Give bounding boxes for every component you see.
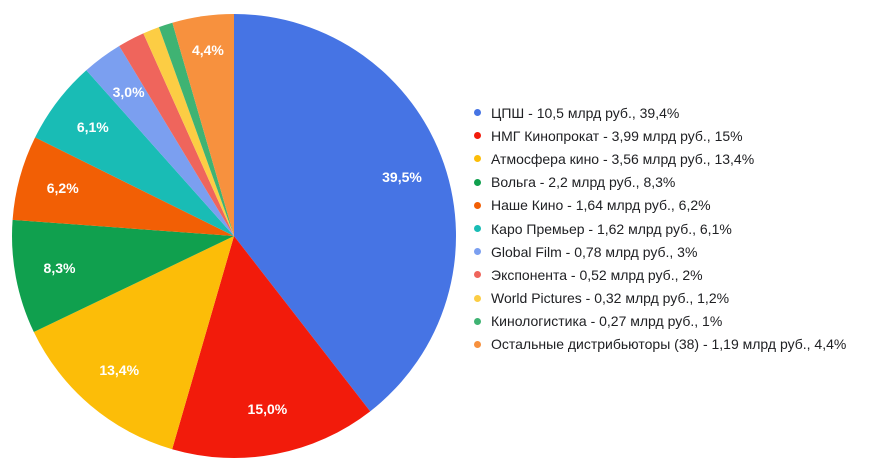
legend-swatch-icon — [474, 248, 481, 256]
legend-swatch-icon — [474, 225, 481, 233]
pie-slice-label-4: 6,2% — [47, 180, 79, 196]
legend-swatch-icon — [474, 132, 481, 140]
legend-item-3: Вольга - 2,2 млрд руб., 8,3% — [474, 171, 846, 194]
pie-slice-10 — [172, 13, 234, 236]
legend-label: World Pictures - 0,32 млрд руб., 1,2% — [491, 290, 730, 307]
pie-slice-label-3: 8,3% — [44, 260, 76, 276]
pie-slice-label-2: 13,4% — [99, 362, 139, 378]
legend-label: Наше Кино - 1,64 млрд руб., 6,2% — [491, 197, 711, 214]
legend-swatch-icon — [474, 178, 481, 186]
legend-swatch-icon — [474, 201, 481, 209]
pie-slice-7 — [119, 33, 234, 236]
legend-item-0: ЦПШ - 10,5 млрд руб., 39,4% — [474, 101, 846, 124]
legend-label: Атмосфера кино - 3,56 млрд руб., 13,4% — [491, 150, 755, 167]
legend-item-4: Наше Кино - 1,64 млрд руб., 6,2% — [474, 194, 846, 217]
pie-slice-label-10: 4,4% — [192, 42, 224, 58]
legend-swatch-icon — [474, 109, 481, 117]
legend-swatch-icon — [474, 155, 481, 163]
legend-label: НМГ Кинопрокат - 3,99 млрд руб., 15% — [491, 127, 743, 144]
legend-label: Вольга - 2,2 млрд руб., 8,3% — [491, 174, 676, 191]
legend-label: Каро Премьер - 1,62 млрд руб., 6,1% — [491, 220, 732, 237]
pie-slice-label-5: 6,1% — [77, 119, 109, 135]
pie-slice-3 — [12, 219, 235, 332]
legend-label: ЦПШ - 10,5 млрд руб., 39,4% — [491, 104, 680, 121]
legend-item-9: Кинологистика - 0,27 млрд руб., 1% — [474, 310, 846, 333]
legend-swatch-icon — [474, 271, 481, 279]
pie-slice-label-6: 3,0% — [113, 84, 145, 100]
pie-slice-1 — [172, 236, 371, 459]
legend-label: Global Film - 0,78 млрд руб., 3% — [491, 243, 698, 260]
legend-swatch-icon — [474, 340, 481, 348]
legend-item-6: Global Film - 0,78 млрд руб., 3% — [474, 240, 846, 263]
legend-item-5: Каро Премьер - 1,62 млрд руб., 6,1% — [474, 217, 846, 240]
pie-slice-5 — [35, 70, 234, 236]
legend-swatch-icon — [474, 317, 481, 325]
legend-label: Кинологистика - 0,27 млрд руб., 1% — [491, 313, 723, 330]
legend-item-2: Атмосфера кино - 3,56 млрд руб., 13,4% — [474, 147, 846, 170]
legend-swatch-icon — [474, 294, 481, 302]
pie-slice-2 — [33, 236, 234, 450]
pie-slice-label-0: 39,5% — [382, 169, 422, 185]
pie-slice-6 — [86, 45, 234, 236]
legend-item-7: Экспонента - 0,52 млрд руб., 2% — [474, 263, 846, 286]
pie-chart: 39,5% 15,0% 13,4% 8,3% 6,2% 6,1% 3,0% 4,4% — [12, 13, 457, 459]
legend-label: Экспонента - 0,52 млрд руб., 2% — [491, 266, 703, 283]
pie-slice-9 — [158, 22, 234, 236]
legend: ЦПШ - 10,5 млрд руб., 39,4% НМГ Кинопрока… — [474, 101, 846, 356]
pie-slice-8 — [143, 27, 234, 236]
legend-item-10: Остальные дистрибьюторы (38) - 1,19 млрд… — [474, 333, 846, 356]
pie-slice-0 — [234, 14, 457, 412]
legend-item-8: World Pictures - 0,32 млрд руб., 1,2% — [474, 287, 846, 310]
legend-item-1: НМГ Кинопрокат - 3,99 млрд руб., 15% — [474, 124, 846, 147]
pie-slice-4 — [12, 137, 235, 236]
legend-label: Остальные дистрибьюторы (38) - 1,19 млрд… — [491, 336, 847, 353]
pie-slice-label-1: 15,0% — [248, 401, 288, 417]
